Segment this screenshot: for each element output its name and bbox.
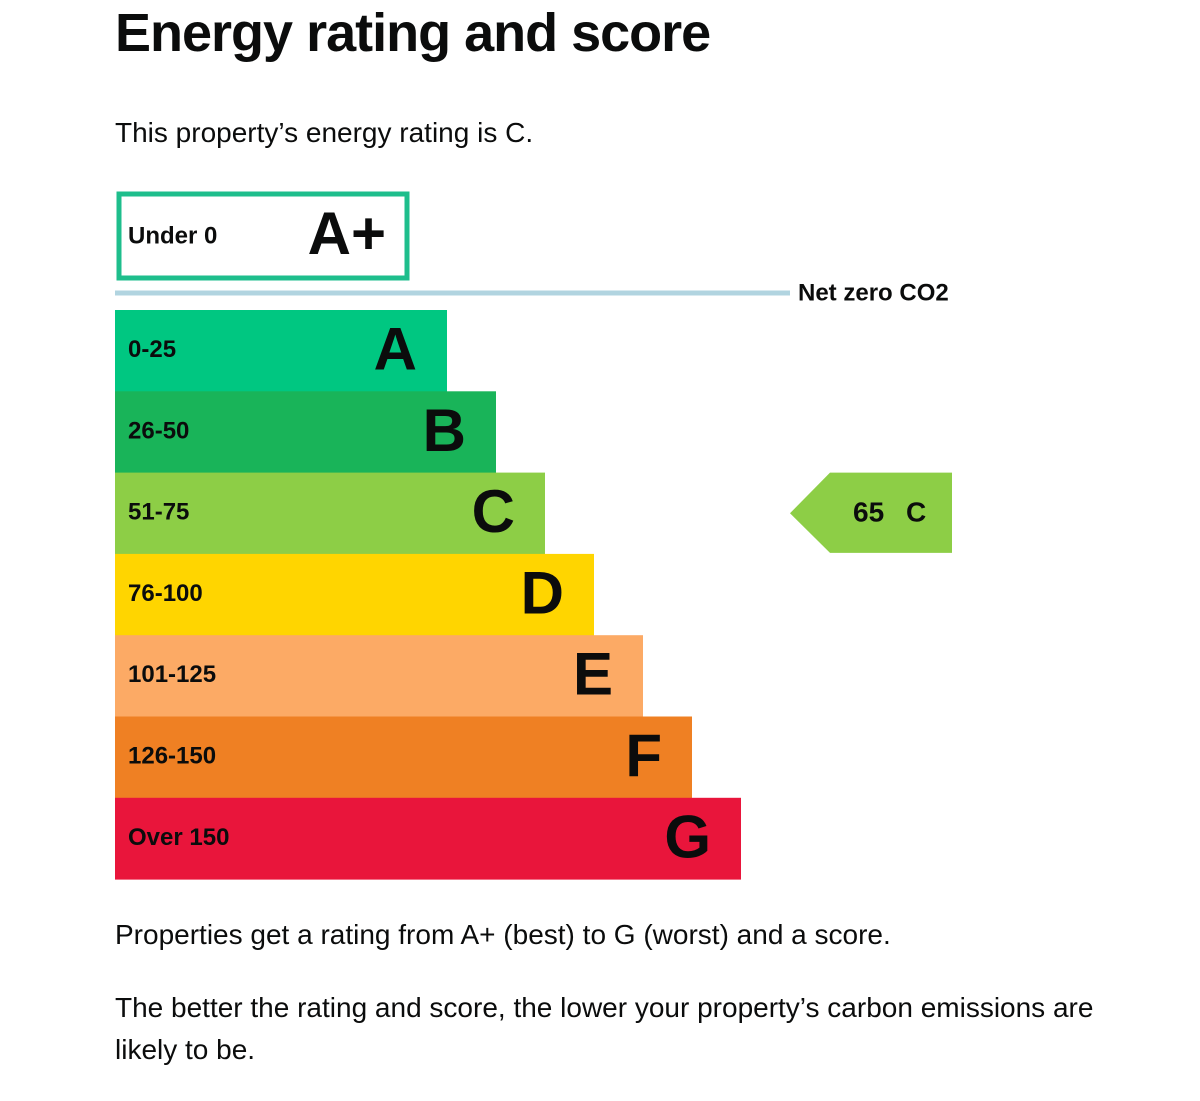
- footer-text: The better the rating and score, the low…: [115, 992, 1094, 1065]
- band-letter: A+: [308, 200, 386, 267]
- current-score: 65: [853, 497, 884, 528]
- rating-band: [115, 391, 496, 474]
- band-letter: C: [472, 478, 515, 545]
- rating-band: [115, 716, 692, 799]
- band-letter: E: [573, 641, 613, 708]
- top-band-box: [116, 191, 410, 281]
- band-range: 26-50: [128, 417, 189, 444]
- band-letter: F: [625, 722, 662, 789]
- page-title: Energy rating and score: [115, 3, 711, 63]
- footer-text: Properties get a rating from A+ (best) t…: [115, 919, 891, 950]
- band-range: 101-125: [128, 661, 216, 688]
- rating-band: [115, 310, 447, 392]
- rating-chart: Net zero CO2 Under 0 A+ 0-25 A 26-50 B 51-75 C 7…: [115, 191, 952, 880]
- rating-band: [115, 797, 741, 880]
- band-range: 126-150: [128, 742, 216, 769]
- band-range: Over 150: [128, 824, 229, 851]
- band-range: 51-75: [128, 499, 189, 526]
- band-letter: B: [423, 397, 466, 464]
- current-rating-arrow: [790, 472, 952, 553]
- net-zero-label: Net zero CO2: [798, 279, 949, 306]
- intro-text: This property’s energy rating is C.: [115, 117, 534, 148]
- rating-band: [115, 635, 643, 717]
- band-range: 76-100: [128, 580, 203, 607]
- rating-band: [115, 472, 545, 555]
- band-range: 0-25: [128, 336, 176, 363]
- band-letter: A: [374, 315, 417, 382]
- band-letter: G: [664, 803, 711, 870]
- band-range: Under 0: [128, 222, 217, 249]
- rating-band: [115, 553, 594, 636]
- current-letter: C: [906, 497, 926, 528]
- band-letter: D: [521, 559, 564, 626]
